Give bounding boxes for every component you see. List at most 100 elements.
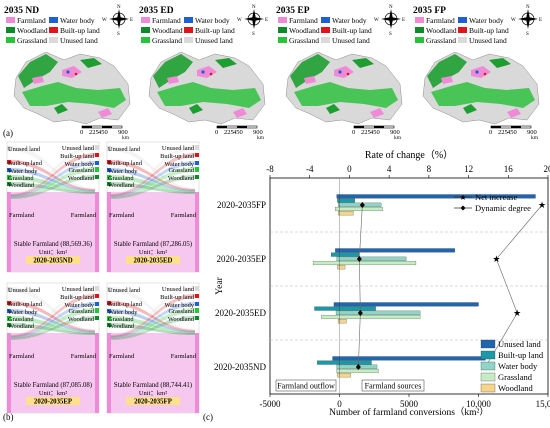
sankey-node-left	[7, 301, 11, 305]
sankey-flow-in	[111, 153, 195, 196]
bar-outflow	[336, 194, 340, 199]
bar-source	[339, 211, 354, 216]
bar-source	[339, 198, 355, 203]
sankey-node-right	[195, 153, 199, 157]
map-region-woodland	[427, 54, 467, 88]
bar-source	[339, 260, 417, 266]
sankey-label-right: Unused land	[62, 145, 95, 152]
sankey-flow-out	[111, 323, 195, 335]
scale-label: 450	[233, 129, 243, 136]
sankey-farmland-right: Farmland	[71, 353, 97, 360]
sankey-label-right: Grassland	[68, 167, 94, 174]
sankey-label-right: Unused land	[162, 286, 195, 293]
y-tick-label: 2020-2035ND	[214, 362, 266, 372]
sankey-farmland-left: Farmland	[9, 212, 35, 219]
sankey-node-right	[95, 145, 99, 150]
legend-swatch	[415, 17, 424, 23]
top-tick-label: 8	[427, 164, 432, 174]
compass-star	[381, 9, 401, 29]
sankey-stable-label: Stable Farmland (87,085.08)	[14, 382, 92, 389]
sankey-label-right: Woodland	[68, 316, 95, 323]
legend-label: Water body	[60, 16, 95, 25]
sankey-label-right: Woodland	[168, 175, 195, 182]
map-region-woodland	[326, 104, 340, 114]
dynamic-degree-marker	[355, 364, 361, 370]
sankey-flow-in	[111, 175, 195, 199]
panel-label-a: (a)	[3, 128, 13, 138]
legend-swatch	[278, 17, 287, 23]
legend-swatch	[415, 27, 424, 33]
sankey-label-left: Built-up land	[8, 160, 43, 167]
map-region-farmland	[507, 108, 521, 118]
sankey-flow-in	[111, 161, 195, 197]
sankey-node-farmland-right	[95, 333, 99, 413]
x-tick-label: 0	[337, 399, 342, 409]
bar-outflow	[333, 302, 340, 307]
scale-label: 0	[215, 129, 218, 136]
bar-source	[339, 306, 376, 311]
compass-letter: S	[252, 32, 255, 37]
scale-label: 450	[507, 129, 517, 136]
net-increase-marker: ★	[538, 200, 546, 210]
x-tick-label: 5000	[400, 399, 419, 409]
bar-outflow	[335, 248, 340, 253]
top-tick-label: -4	[306, 164, 314, 174]
sankey-label-left: Woodland	[8, 323, 35, 330]
legend-swatch-series	[480, 383, 496, 393]
y-tick-label: 2020-2035EP	[217, 254, 267, 264]
top-tick-label: -8	[266, 164, 274, 174]
bar-source	[339, 319, 347, 324]
legend-swatch-series	[480, 372, 496, 382]
bar-outflow	[337, 211, 340, 216]
compass-icon: N E S W	[237, 5, 268, 37]
sankey-label-left: Built-up land	[8, 301, 43, 308]
sankey-flow-in	[11, 308, 95, 339]
scenario-badge	[126, 256, 180, 264]
top-tick-label: 0	[347, 164, 352, 174]
x-tick-label: 10,000	[466, 399, 491, 409]
sankey-node-left	[107, 175, 111, 180]
scale-label: 225	[361, 129, 371, 136]
legend-swatch-series	[480, 339, 496, 349]
sankey-flow-in	[111, 145, 195, 195]
scale-bar-segment	[217, 126, 227, 128]
legend-label-series: Woodland	[498, 383, 533, 393]
legend-swatch-series	[480, 350, 496, 360]
sankey-flow-in	[11, 302, 95, 338]
legend-swatch	[458, 37, 467, 43]
map-title: 2035 EP	[276, 6, 310, 16]
legend-label: Grassland	[152, 36, 182, 45]
scale-bar-segment	[82, 126, 92, 128]
sankey-label-left: Woodland	[108, 182, 135, 189]
legend-marker-net: ★	[459, 193, 466, 202]
bar-outflow	[337, 198, 340, 203]
sankey-label-right: Woodland	[68, 175, 95, 182]
compass-letter: E	[539, 18, 542, 23]
sankey-node-left	[7, 175, 11, 180]
sankey-label-right: Grassland	[168, 167, 194, 174]
sankey-node-left	[7, 316, 11, 321]
bar-outflow	[336, 364, 340, 369]
sankey-label-left: Woodland	[108, 323, 135, 330]
sankey-label-right: Grassland	[168, 308, 194, 315]
sankey-node-right	[95, 153, 99, 157]
legend-label-series: Unused land	[498, 339, 541, 349]
sankey-node-left	[7, 146, 11, 151]
scenario-badge-text: 2020-2035FP	[134, 399, 172, 406]
sankey-label-right: Unused land	[162, 145, 195, 152]
legend-swatch	[6, 17, 15, 23]
annotation-sources: Farmland sources	[365, 382, 422, 391]
sankey-node-left	[107, 309, 111, 313]
scenario-badge	[26, 397, 80, 405]
sankey-node-farmland-right	[195, 333, 199, 413]
legend-swatch	[415, 37, 424, 43]
sankey-label-left: Grassland	[108, 316, 134, 323]
sankey-flow-out	[11, 287, 95, 331]
compass-icon: N E S W	[374, 5, 405, 37]
legend-label: Farmland	[289, 16, 318, 25]
legend-label: Farmland	[152, 16, 181, 25]
sankey-label-right: Built-up land	[60, 294, 95, 301]
